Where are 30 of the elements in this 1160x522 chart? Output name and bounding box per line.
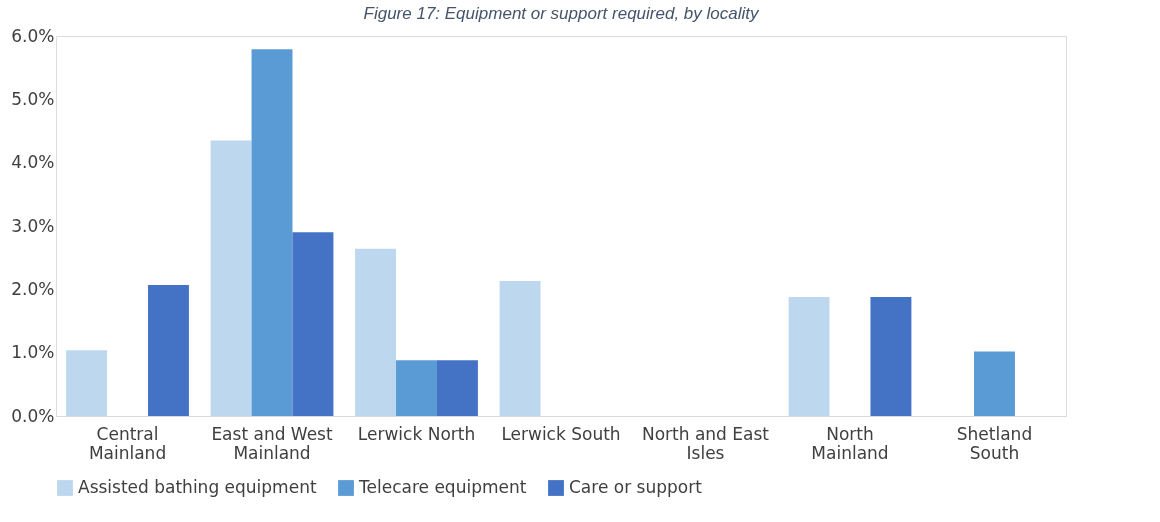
bar <box>147 284 189 416</box>
bar <box>436 360 478 416</box>
bar <box>788 296 830 416</box>
chart-title: Figure 17: Equipment or support required, by locality <box>363 4 760 23</box>
x-tick-label: North Mainland <box>811 423 889 463</box>
y-tick-label: 6.0% <box>11 25 55 46</box>
x-tick-label: North and East Isles <box>641 423 770 463</box>
y-tick-label: 2.0% <box>11 278 55 299</box>
y-tick-label: 4.0% <box>11 152 55 173</box>
legend-label: Care or support <box>569 477 703 497</box>
bar <box>292 232 334 416</box>
bar <box>210 140 252 416</box>
bar <box>870 296 912 416</box>
bar <box>499 281 541 416</box>
bar <box>396 360 437 416</box>
y-tick-label: 0.0% <box>11 405 55 426</box>
bar <box>251 49 293 416</box>
x-tick-label: Central Mainland <box>88 423 167 463</box>
x-tick-label: Lerwick North <box>357 423 476 444</box>
x-tick-label: Lerwick South <box>501 423 621 444</box>
legend-label: Telecare equipment <box>358 477 527 497</box>
y-tick-label: 5.0% <box>11 88 55 109</box>
y-tick-label: 3.0% <box>11 215 55 236</box>
x-tick-label: East and West Mainland <box>211 423 333 463</box>
bar <box>355 248 397 416</box>
bar <box>974 351 1015 416</box>
bar <box>66 350 108 416</box>
y-tick-label: 1.0% <box>11 342 55 363</box>
legend-label: Assisted bathing equipment <box>78 477 317 497</box>
x-tick-label: Shetland South <box>956 423 1033 463</box>
